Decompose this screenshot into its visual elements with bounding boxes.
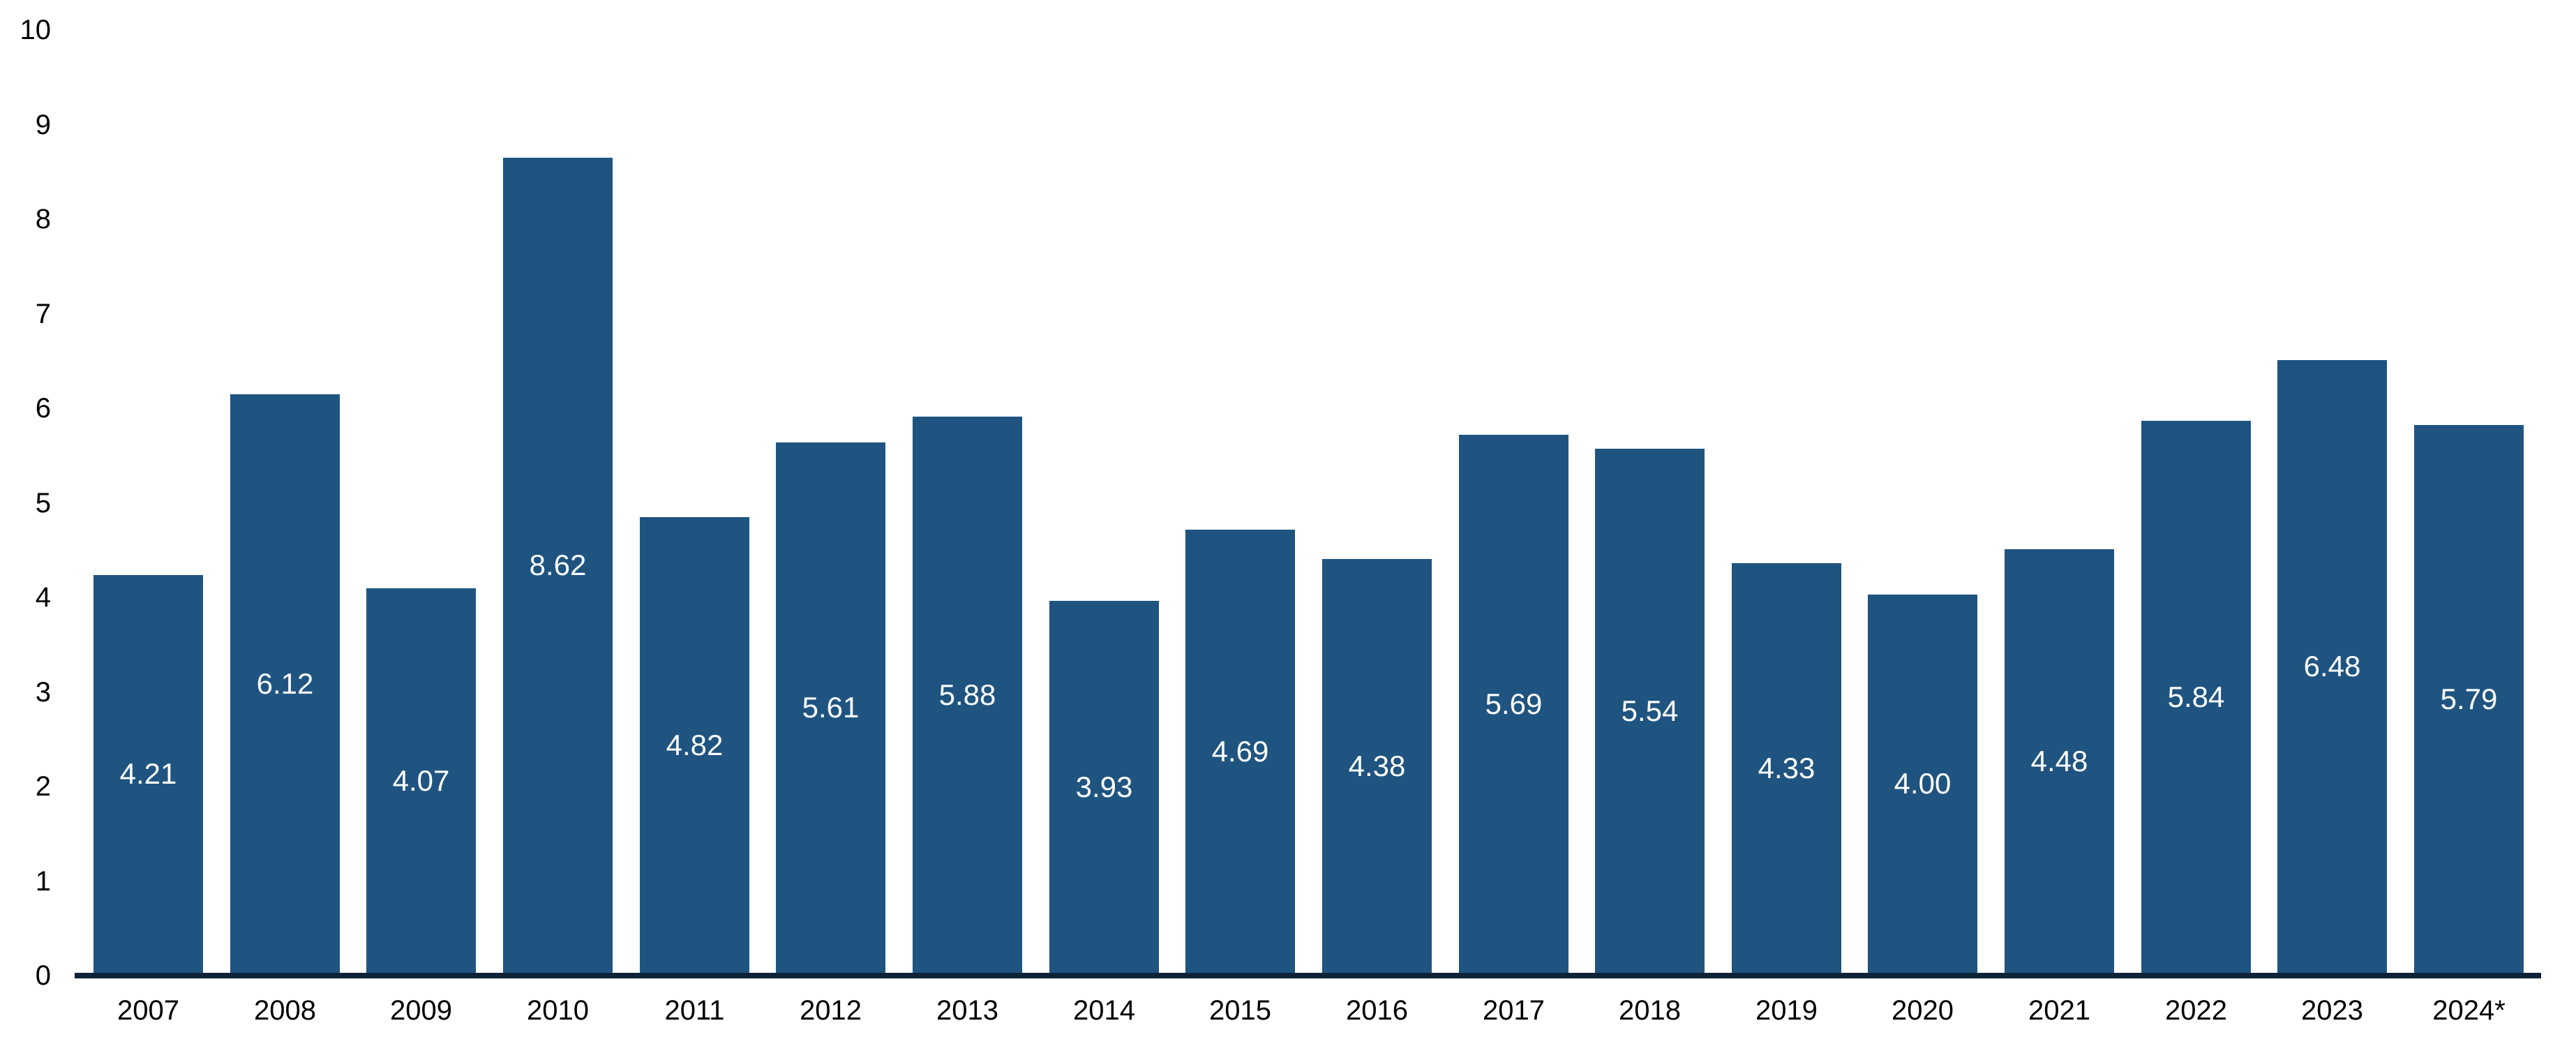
bar-value-label-2007: 4.21 [119, 757, 177, 790]
bar-2016: 4.38 [1322, 559, 1432, 973]
x-axis-tick-label-2013: 2013 [936, 995, 998, 1026]
bar-2017: 5.69 [1459, 435, 1568, 973]
bar-value-label-2012: 5.61 [802, 691, 860, 724]
bar-2009: 4.07 [366, 588, 476, 973]
y-axis-tick-label-5: 5 [35, 487, 51, 519]
bar-value-label-2009: 4.07 [392, 764, 450, 797]
x-axis-tick-label-2018: 2018 [1619, 995, 1681, 1026]
x-axis-tick-label-2010: 2010 [527, 995, 589, 1026]
x-axis-tick-label-2007: 2007 [117, 995, 179, 1026]
bar-2018: 5.54 [1595, 449, 1705, 973]
bar-value-label-2015: 4.69 [1211, 735, 1269, 768]
bar-value-label-2020: 4.00 [1894, 767, 1952, 800]
x-axis-line [75, 973, 2541, 978]
bar-2023: 6.48 [2277, 360, 2387, 973]
bar-2010: 8.62 [503, 158, 613, 973]
y-axis-tick-label-10: 10 [20, 15, 52, 45]
y-axis-tick-label-1: 1 [35, 865, 51, 897]
bar-value-label-2016: 4.38 [1348, 750, 1406, 782]
x-axis-tick-label-2023: 2023 [2301, 995, 2363, 1026]
bar-2008: 6.12 [230, 394, 340, 973]
bar-2015: 4.69 [1185, 530, 1295, 973]
bar-2021: 4.48 [2005, 549, 2114, 973]
y-axis-tick-label-0: 0 [35, 960, 51, 991]
x-axis-tick-label-2009: 2009 [390, 995, 452, 1026]
bar-value-label-2017: 5.69 [1485, 687, 1543, 720]
bar-2022: 5.84 [2141, 421, 2251, 973]
bar-value-label-2013: 5.88 [938, 678, 996, 711]
x-axis-tick-label-2020: 2020 [1892, 995, 1954, 1026]
x-axis-tick-label-2017: 2017 [1483, 995, 1545, 1026]
x-axis-tick-label-2022: 2022 [2165, 995, 2227, 1026]
bar-value-label-2019: 4.33 [1758, 752, 1815, 784]
y-axis-tick-label-7: 7 [35, 298, 51, 329]
bar-value-label-2018: 5.54 [1621, 694, 1679, 727]
x-axis-tick-label-2008: 2008 [254, 995, 316, 1026]
bar-value-label-2011: 4.82 [666, 729, 724, 761]
x-axis-tick-label-2014: 2014 [1073, 995, 1135, 1026]
bar-2011: 4.82 [640, 517, 749, 973]
y-axis-tick-label-6: 6 [35, 393, 51, 424]
bar-value-label-2022: 5.84 [2167, 680, 2225, 713]
bar-2019: 4.33 [1732, 563, 1841, 973]
bar-value-label-2023: 6.48 [2303, 650, 2361, 683]
bar-value-label-2008: 6.12 [256, 667, 314, 700]
bar-value-label-2021: 4.48 [2030, 745, 2088, 777]
x-axis-tick-label-2019: 2019 [1755, 995, 1818, 1026]
y-axis-tick-label-9: 9 [35, 109, 51, 140]
bar-2014: 3.93 [1049, 601, 1159, 973]
bar-value-label-2024*: 5.79 [2440, 683, 2498, 715]
bar-value-label-2010: 8.62 [529, 549, 587, 581]
y-axis-tick-label-2: 2 [35, 771, 51, 802]
bar-2013: 5.88 [913, 417, 1022, 973]
x-axis-tick-label-2021: 2021 [2028, 995, 2090, 1026]
x-axis-tick-label-2015: 2015 [1209, 995, 1271, 1026]
x-axis-tick-label-2016: 2016 [1346, 995, 1408, 1026]
bar-value-label-2014: 3.93 [1075, 770, 1133, 803]
y-axis-tick-label-4: 4 [35, 582, 51, 613]
bar-2020: 4.00 [1868, 595, 1977, 973]
bar-2012: 5.61 [776, 442, 885, 973]
y-axis-tick-label-8: 8 [35, 204, 51, 234]
x-axis-tick-label-2011: 2011 [664, 995, 725, 1026]
y-axis-tick-label-3: 3 [35, 676, 51, 708]
bar-2007: 4.21 [93, 575, 203, 973]
x-axis-tick-label-2012: 2012 [800, 995, 862, 1026]
x-axis-tick-label-2024*: 2024* [2432, 995, 2506, 1026]
bar-2024*: 5.79 [2414, 425, 2524, 973]
